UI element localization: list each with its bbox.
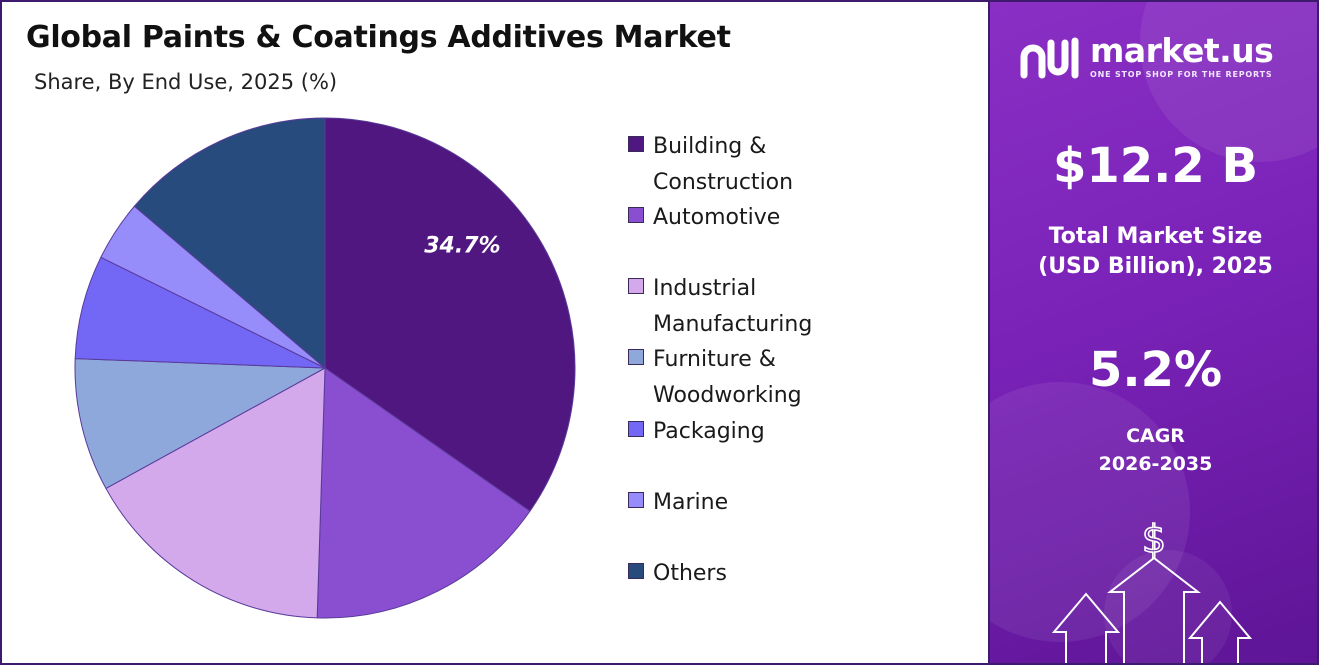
market-size-value: $12.2 B bbox=[1052, 138, 1259, 194]
legend-label: Automotive bbox=[653, 205, 781, 230]
legend-label: Furniture & Woodworking bbox=[653, 347, 802, 408]
chart-title: Global Paints & Coatings Additives Marke… bbox=[26, 20, 731, 55]
legend-swatch bbox=[628, 563, 644, 579]
market-size-label-line1: Total Market Size bbox=[1048, 224, 1263, 249]
pie-slice-building-construction bbox=[324, 117, 576, 512]
legend-label: Industrial Manufacturing bbox=[653, 276, 813, 337]
summary-panel: market.us ONE STOP SHOP FOR THE REPORTS … bbox=[988, 0, 1319, 665]
legend-swatch bbox=[628, 349, 644, 365]
legend-label: Building & Construction bbox=[653, 134, 794, 195]
legend-label: Others bbox=[653, 561, 727, 586]
legend-item: Building & Construction bbox=[628, 129, 793, 201]
pie-slice-others bbox=[133, 117, 326, 370]
brand-name: market.us bbox=[1090, 31, 1274, 70]
legend-item: Industrial Manufacturing bbox=[628, 271, 812, 343]
pie-slice-automotive bbox=[316, 367, 531, 619]
arrow-up-icon bbox=[1051, 592, 1121, 663]
cagr-value: 5.2% bbox=[1088, 342, 1223, 398]
dollar-icon: $ bbox=[1142, 517, 1166, 561]
brand-logo: market.us ONE STOP SHOP FOR THE REPORTS bbox=[1020, 31, 1274, 79]
chart-panel: Global Paints & Coatings Additives Marke… bbox=[0, 0, 988, 665]
chart-subtitle: Share, By End Use, 2025 (%) bbox=[34, 70, 338, 94]
legend-item: Marine bbox=[628, 485, 728, 521]
legend-swatch bbox=[628, 492, 644, 508]
legend-swatch bbox=[628, 421, 644, 437]
data-label: 34.7% bbox=[424, 233, 500, 258]
market-us-logo-icon bbox=[1020, 37, 1079, 78]
legend-item: Packaging bbox=[628, 414, 765, 450]
coin-circle bbox=[1104, 550, 1232, 663]
cagr-label-text: CAGR bbox=[1126, 425, 1185, 447]
cagr-period: 2026-2035 bbox=[1098, 453, 1213, 475]
arrow-up-icon bbox=[1107, 556, 1201, 663]
legend-swatch bbox=[628, 136, 644, 152]
legend-swatch bbox=[628, 207, 644, 223]
market-size-label-line2: (USD Billion), 2025 bbox=[1038, 254, 1273, 279]
brand-tagline: ONE STOP SHOP FOR THE REPORTS bbox=[1090, 70, 1273, 79]
pie-slice-industrial-manufacturing bbox=[105, 367, 326, 619]
legend-label: Packaging bbox=[653, 419, 765, 444]
pie-slice-furniture-woodworking bbox=[74, 358, 327, 490]
legend-swatch bbox=[628, 278, 644, 294]
legend-item: Others bbox=[628, 556, 727, 592]
market-size-label: Total Market Size (USD Billion), 2025 bbox=[990, 222, 1317, 282]
legend-item: Furniture & Woodworking bbox=[628, 342, 802, 414]
legend-label: Marine bbox=[653, 490, 729, 515]
arrow-up-icon bbox=[1187, 600, 1253, 663]
pie-chart: 34.7% bbox=[74, 117, 576, 619]
cagr-label: CAGR 2026-2035 bbox=[990, 422, 1317, 478]
growth-arrows-illustration: $ bbox=[1051, 516, 1253, 663]
legend-item: Automotive bbox=[628, 200, 780, 236]
